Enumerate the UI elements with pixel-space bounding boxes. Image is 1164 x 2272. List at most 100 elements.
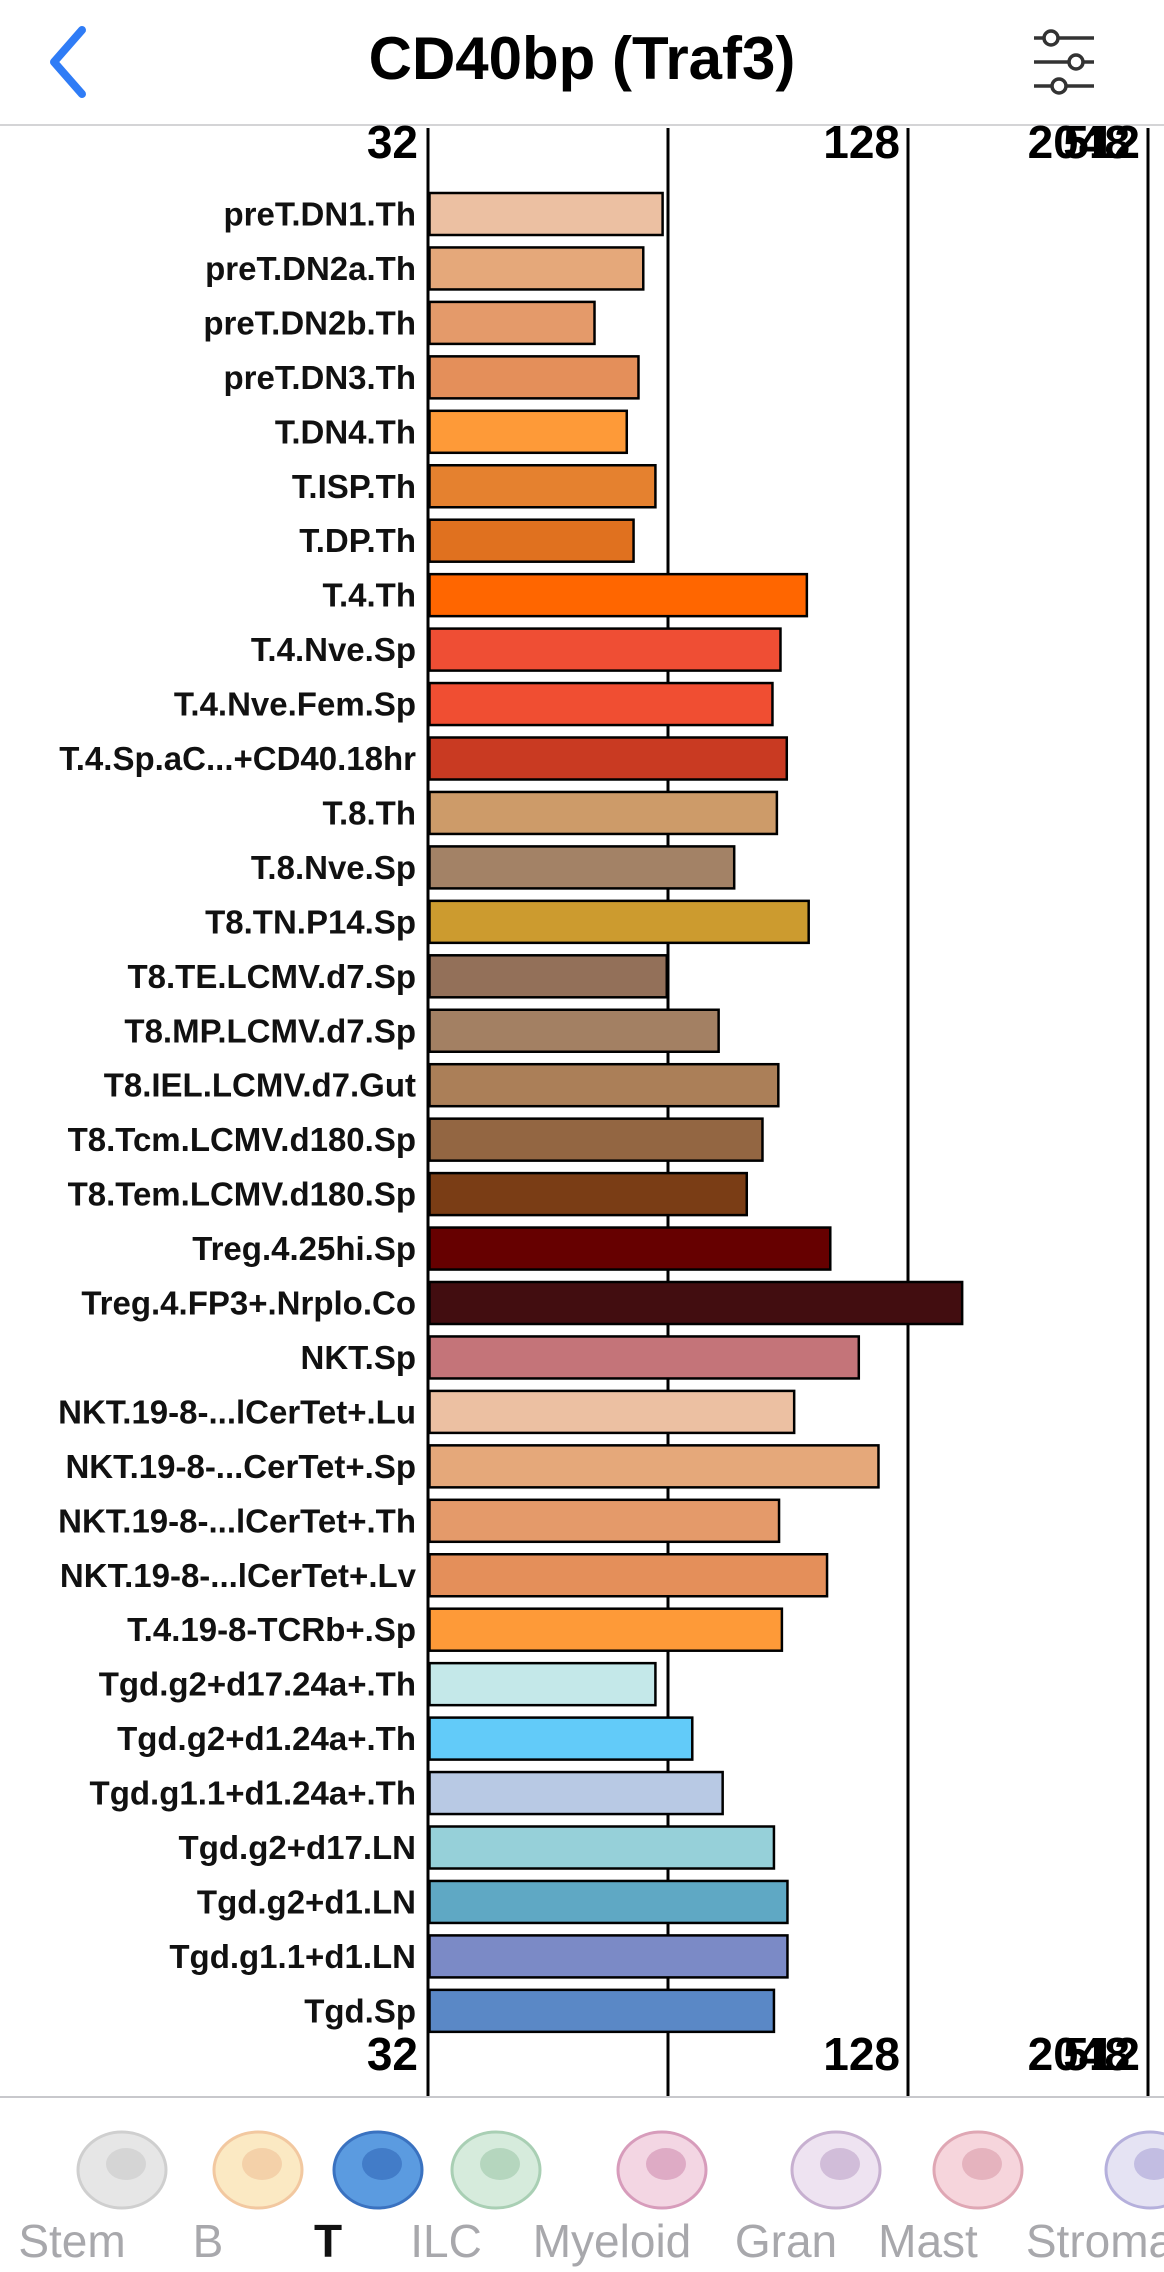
tab-t[interactable]: T [278,2098,424,2272]
category-label: NKT.19-8-...lCerTet+.Th [58,1502,416,1539]
tab-ilc[interactable]: ILC [396,2098,542,2272]
tab-label: Gran [734,2215,838,2267]
tick-label-bottom: 128 [823,2028,900,2080]
bar [428,518,635,563]
stem-cell-icon [76,2130,168,2210]
category-label: T8.Tcm.LCMV.d180.Sp [68,1121,416,1158]
category-label: T8.MP.LCMV.d7.Sp [124,1012,416,1049]
category-label: Tgd.g2+d17.24a+.Th [99,1666,416,1703]
category-label: T.4.Nve.Sp [251,631,416,668]
category-label: Tgd.Sp [304,1992,416,2029]
bar [428,1934,789,1979]
category-label: T8.TN.P14.Sp [205,903,416,940]
bar [428,1335,861,1380]
tab-gran[interactable]: Gran [735,2098,882,2272]
tab-stem[interactable]: Stem [18,2098,168,2272]
tab-label: Myeloid [532,2215,692,2267]
bar [428,1498,781,1544]
tab-label: Mast [878,2215,978,2267]
tab-stroma[interactable]: Stroma [1026,2098,1164,2272]
bar [428,409,629,455]
bar [428,1389,796,1435]
tab-label: Stem [18,2215,126,2267]
bar [428,1008,720,1053]
tab-bar: Stem B T ILC Myeloid Gran Mast Stroma [0,2096,1164,2272]
category-label: Tgd.g1.1+d1.24a+.Th [90,1775,416,1812]
bar [428,790,779,836]
tab-mast[interactable]: Mast [878,2098,1024,2272]
category-label: NKT.19-8-...lCerTet+.Lv [60,1557,417,1594]
category-label: T.4.Sp.aC...+CD40.18hr [59,740,416,777]
tab-label: B [192,2215,224,2267]
tick-label-top: 512 [1063,116,1140,168]
bar [428,1825,776,1870]
mast-cell-icon [932,2130,1024,2210]
category-label: NKT.Sp [301,1339,417,1376]
bar [428,1716,694,1761]
bar [428,1607,784,1652]
category-label: T8.TE.LCMV.d7.Sp [128,958,417,995]
t-cell-icon [332,2130,424,2210]
category-label: T.4.19-8-TCRb+.Sp [127,1611,416,1648]
ilc-cell-icon [450,2130,542,2210]
granulocyte-icon [790,2130,882,2210]
bar [428,1062,780,1108]
expression-bar-chart: preT.DN1.Th preT.DN2a.Th preT.DN2b.Th preT.… [58,116,1150,2096]
bar [428,1770,724,1816]
tab-b[interactable]: B [158,2098,304,2272]
category-label: Tgd.g2+d17.LN [179,1829,416,1866]
tick-label-top: 32 [367,116,418,168]
category-label: T.4.Th [322,577,416,614]
category-label: NKT.19-8-...lCerTet+.Lu [58,1393,416,1430]
tick-label-bottom: 512 [1063,2028,1140,2080]
bar [428,1117,764,1162]
category-label: Tgd.g2+d1.LN [197,1883,416,1920]
bar [428,246,645,291]
category-label: preT.DN3.Th [223,359,416,396]
category-label: T.DN4.Th [275,413,416,450]
category-label: Tgd.g1.1+d1.LN [169,1938,416,1975]
bar [428,1444,880,1489]
bar [428,1879,789,1925]
stroma-cell-icon [1104,2130,1164,2210]
tab-label: Stroma [1025,2215,1164,2267]
bar [428,627,782,672]
page-title: CD40bp (Traf3) [368,25,796,92]
category-label: T8.IEL.LCMV.d7.Gut [104,1067,416,1104]
category-label: preT.DN2a.Th [205,250,416,287]
category-label: preT.DN2b.Th [203,304,416,341]
category-label: T8.Tem.LCMV.d180.Sp [68,1176,416,1213]
category-label: Tgd.g2+d1.24a+.Th [117,1720,416,1757]
tick-label-top: 2048 [1028,116,1130,168]
category-label: T.8.Th [322,794,416,831]
tick-label-top: 128 [823,116,900,168]
category-label: T.ISP.Th [292,468,416,505]
bar [428,1553,829,1598]
bar [428,1661,657,1707]
tick-label-bottom: 32 [367,2028,418,2080]
bar [428,845,736,890]
bar [428,464,657,509]
myeloid-cell-icon [616,2130,708,2210]
tab-myeloid[interactable]: Myeloid [533,2098,708,2272]
category-label: T.8.Nve.Sp [251,849,416,886]
tab-label: ILC [410,2215,482,2267]
category-label: T.DP.Th [299,522,416,559]
tab-label: T [313,2215,343,2267]
bar [428,572,809,618]
chevron-left-icon [50,26,86,98]
filter-button[interactable] [1024,22,1104,102]
bar [428,1988,776,2034]
back-button[interactable] [40,22,110,102]
category-label: Treg.4.25hi.Sp [192,1230,416,1267]
b-cell-icon [212,2130,304,2210]
bar [428,1171,749,1217]
bar [428,300,596,346]
bar [428,191,664,237]
bar [428,681,774,727]
category-label: NKT.19-8-...CerTet+.Sp [65,1448,416,1485]
tick-label-bottom: 2048 [1028,2028,1130,2080]
bar [428,1226,832,1271]
bar [428,954,669,999]
bar [428,355,640,400]
